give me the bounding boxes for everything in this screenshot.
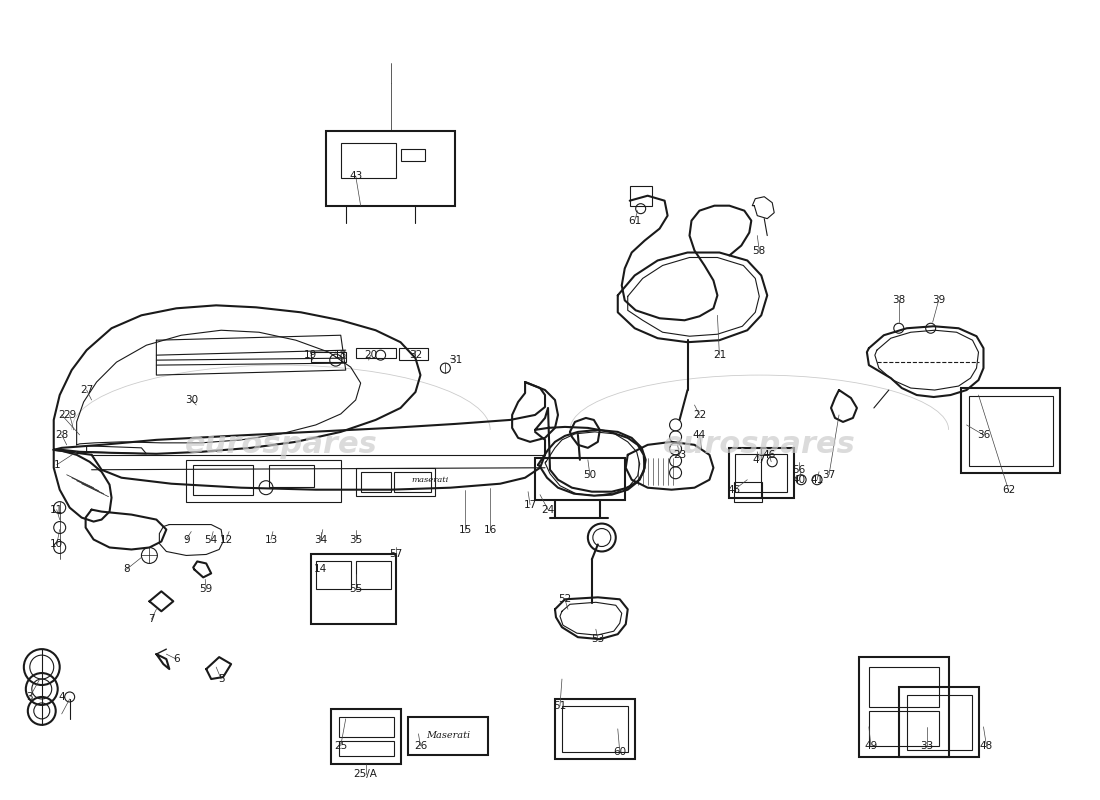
Text: 11: 11: [51, 505, 64, 514]
Bar: [339, 717, 394, 737]
Text: 22: 22: [693, 410, 706, 420]
Text: 4: 4: [58, 692, 65, 702]
Bar: [361, 472, 390, 492]
Bar: [869, 711, 938, 746]
Text: 21: 21: [713, 350, 726, 360]
Bar: [311, 352, 345, 362]
Bar: [400, 149, 426, 161]
Text: 46: 46: [762, 450, 776, 460]
Text: 13: 13: [264, 534, 277, 545]
Bar: [326, 131, 455, 206]
Text: 62: 62: [1002, 485, 1015, 494]
Text: 34: 34: [315, 534, 328, 545]
Text: maserati: maserati: [411, 476, 449, 484]
Text: 53: 53: [591, 634, 605, 644]
Text: 61: 61: [628, 216, 641, 226]
Bar: [394, 472, 431, 492]
Text: 3: 3: [26, 692, 33, 702]
Bar: [562, 706, 628, 752]
Bar: [968, 396, 1053, 466]
Text: 47: 47: [752, 454, 766, 465]
Text: 16: 16: [484, 525, 497, 534]
Text: 12: 12: [220, 534, 233, 545]
Text: 36: 36: [977, 430, 990, 440]
Bar: [355, 468, 436, 496]
Text: 18: 18: [334, 350, 348, 360]
Text: 7: 7: [148, 614, 155, 624]
Text: 43: 43: [349, 170, 362, 181]
Text: 24: 24: [541, 505, 554, 514]
Text: 30: 30: [185, 395, 198, 405]
Text: 20: 20: [364, 350, 377, 360]
Bar: [355, 562, 390, 590]
Text: 8: 8: [123, 565, 130, 574]
Text: Maserati: Maserati: [427, 731, 471, 740]
Bar: [186, 460, 341, 502]
Text: 10: 10: [51, 539, 64, 550]
Text: 45: 45: [728, 485, 741, 494]
Text: 33: 33: [920, 741, 933, 750]
Text: eurospares: eurospares: [663, 430, 856, 459]
Text: 27: 27: [80, 385, 94, 395]
Text: 58: 58: [752, 246, 766, 255]
Text: 54: 54: [205, 534, 218, 545]
Text: 56: 56: [792, 465, 806, 474]
Text: 14: 14: [315, 565, 328, 574]
Text: 37: 37: [823, 470, 836, 480]
Bar: [398, 348, 428, 360]
Text: 31: 31: [449, 355, 462, 365]
Text: 51: 51: [553, 701, 566, 711]
Text: 48: 48: [980, 741, 993, 750]
Text: 28: 28: [55, 430, 68, 440]
Bar: [906, 695, 971, 750]
Text: 52: 52: [559, 594, 572, 604]
Text: 60: 60: [613, 746, 626, 757]
Text: 5: 5: [218, 674, 224, 684]
Text: 25: 25: [334, 741, 348, 750]
Bar: [355, 348, 396, 358]
Text: 49: 49: [865, 741, 878, 750]
Text: 44: 44: [693, 430, 706, 440]
Text: 6: 6: [173, 654, 179, 664]
Bar: [408, 717, 488, 754]
Bar: [194, 465, 253, 494]
Text: 9: 9: [183, 534, 189, 545]
Bar: [556, 699, 635, 758]
Bar: [729, 448, 794, 498]
Text: 19: 19: [305, 350, 318, 360]
Text: 50: 50: [583, 470, 596, 480]
Text: 38: 38: [892, 295, 905, 306]
Bar: [960, 388, 1060, 473]
Text: 59: 59: [199, 584, 212, 594]
Text: 23: 23: [673, 450, 686, 460]
Bar: [869, 667, 938, 707]
Bar: [629, 186, 651, 206]
Bar: [331, 709, 400, 764]
Bar: [535, 458, 625, 500]
Text: 1: 1: [54, 460, 60, 470]
Text: eurospares: eurospares: [185, 430, 377, 459]
Bar: [339, 741, 394, 756]
Text: 32: 32: [409, 350, 422, 360]
Bar: [341, 143, 396, 178]
Text: 55: 55: [349, 584, 362, 594]
Text: 15: 15: [459, 525, 472, 534]
Bar: [736, 454, 788, 492]
Bar: [270, 465, 314, 486]
Text: 35: 35: [349, 534, 362, 545]
Text: 26: 26: [414, 741, 427, 750]
Text: 39: 39: [932, 295, 945, 306]
Text: 29: 29: [63, 410, 76, 420]
Bar: [316, 562, 351, 590]
Text: 17: 17: [524, 500, 537, 510]
Text: 2: 2: [58, 410, 65, 420]
Bar: [859, 657, 948, 757]
Text: 41: 41: [811, 474, 824, 485]
Bar: [311, 554, 396, 624]
Text: 25/A: 25/A: [354, 769, 377, 778]
Bar: [735, 482, 762, 502]
Text: 57: 57: [389, 550, 403, 559]
Bar: [899, 687, 979, 757]
Text: 40: 40: [793, 474, 805, 485]
